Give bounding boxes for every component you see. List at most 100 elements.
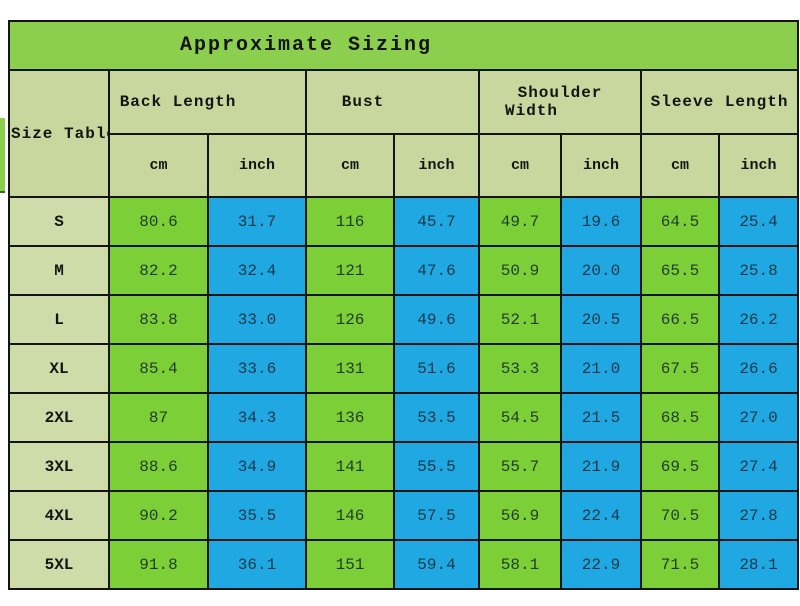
value-cell: 80.6 xyxy=(108,196,209,247)
value-cell: 83.8 xyxy=(108,294,209,345)
unit-header-inch: inch xyxy=(207,133,307,198)
value-cell: 33.6 xyxy=(207,343,307,394)
value-cell: 151 xyxy=(305,539,395,590)
table-row-4xl: 4XL 90.2 35.5 146 57.5 56.9 22.4 70.5 27… xyxy=(8,490,800,541)
value-cell: 26.2 xyxy=(717,294,800,345)
value-cell: 87 xyxy=(108,392,209,443)
value-cell: 82.2 xyxy=(108,245,209,296)
unit-header-inch: inch xyxy=(717,133,800,198)
value-cell: 49.7 xyxy=(478,196,562,247)
value-cell: 52.1 xyxy=(478,294,562,345)
col-group-bust: Bust xyxy=(305,69,480,135)
value-cell: 65.5 xyxy=(640,245,720,296)
value-cell: 20.0 xyxy=(560,245,642,296)
value-cell: 32.4 xyxy=(207,245,307,296)
size-cell: S xyxy=(8,196,110,247)
unit-header-cm: cm xyxy=(478,133,562,198)
unit-header-cm: cm xyxy=(108,133,209,198)
value-cell: 45.7 xyxy=(393,196,480,247)
sizing-table-container: Approximate Sizing Size Table Back Lengt… xyxy=(7,20,800,590)
value-cell: 71.5 xyxy=(640,539,720,590)
left-edge-green-strip xyxy=(0,118,5,193)
value-cell: 54.5 xyxy=(478,392,562,443)
unit-header-row: cm inch cm inch cm inch cm inch xyxy=(9,133,800,198)
sizing-table: Approximate Sizing Size Table Back Lengt… xyxy=(7,20,800,590)
value-cell: 57.5 xyxy=(393,490,480,541)
size-cell: XL xyxy=(8,343,110,394)
value-cell: 64.5 xyxy=(640,196,720,247)
value-cell: 131 xyxy=(305,343,395,394)
table-row-l: L 83.8 33.0 126 49.6 52.1 20.5 66.5 26.2 xyxy=(8,294,800,345)
value-cell: 25.4 xyxy=(717,196,800,247)
title-row: Approximate Sizing xyxy=(7,20,800,71)
value-cell: 126 xyxy=(305,294,395,345)
table-row-xl: XL 85.4 33.6 131 51.6 53.3 21.0 67.5 26.… xyxy=(8,343,800,394)
value-cell: 49.6 xyxy=(393,294,480,345)
value-cell: 146 xyxy=(305,490,395,541)
value-cell: 91.8 xyxy=(108,539,209,590)
value-cell: 53.3 xyxy=(478,343,562,394)
value-cell: 51.6 xyxy=(393,343,480,394)
value-cell: 67.5 xyxy=(640,343,720,394)
value-cell: 58.1 xyxy=(478,539,562,590)
value-cell: 136 xyxy=(305,392,395,443)
size-cell: 4XL xyxy=(8,490,110,541)
col-group-sleeve-length: Sleeve Length xyxy=(639,69,800,135)
value-cell: 56.9 xyxy=(478,490,562,541)
value-cell: 35.5 xyxy=(207,490,307,541)
value-cell: 53.5 xyxy=(393,392,480,443)
value-cell: 66.5 xyxy=(640,294,720,345)
unit-header-inch: inch xyxy=(560,133,642,198)
value-cell: 36.1 xyxy=(207,539,307,590)
value-cell: 21.9 xyxy=(560,441,642,492)
value-cell: 90.2 xyxy=(108,490,209,541)
value-cell: 21.0 xyxy=(560,343,642,394)
value-cell: 22.4 xyxy=(560,490,642,541)
column-group-header-row: Size Table Back Length Bust Shoulder Wid… xyxy=(8,69,800,198)
value-cell: 55.7 xyxy=(478,441,562,492)
value-cell: 85.4 xyxy=(108,343,209,394)
unit-header-cm: cm xyxy=(305,133,395,198)
value-cell: 34.9 xyxy=(207,441,307,492)
unit-header-cm: cm xyxy=(640,133,720,198)
value-cell: 141 xyxy=(305,441,395,492)
table-row-s: S 80.6 31.7 116 45.7 49.7 19.6 64.5 25.4 xyxy=(8,196,800,247)
value-cell: 25.8 xyxy=(717,245,800,296)
value-cell: 27.8 xyxy=(717,490,800,541)
page-title: Approximate Sizing xyxy=(7,20,800,71)
size-cell: 2XL xyxy=(8,392,110,443)
value-cell: 68.5 xyxy=(640,392,720,443)
table-row-m: M 82.2 32.4 121 47.6 50.9 20.0 65.5 25.8 xyxy=(8,245,800,296)
size-table-header: Size Table xyxy=(8,69,110,198)
value-cell: 88.6 xyxy=(108,441,209,492)
col-group-shoulder-width: Shoulder Width xyxy=(478,69,642,135)
table-row-2xl: 2XL 87 34.3 136 53.5 54.5 21.5 68.5 27.0 xyxy=(8,392,800,443)
value-cell: 19.6 xyxy=(560,196,642,247)
value-cell: 28.1 xyxy=(717,539,800,590)
value-cell: 26.6 xyxy=(717,343,800,394)
size-cell: M xyxy=(8,245,110,296)
value-cell: 22.9 xyxy=(560,539,642,590)
value-cell: 55.5 xyxy=(393,441,480,492)
col-group-back-length: Back Length xyxy=(108,69,307,135)
value-cell: 34.3 xyxy=(207,392,307,443)
value-cell: 31.7 xyxy=(207,196,307,247)
size-cell: 5XL xyxy=(8,539,110,590)
table-row-3xl: 3XL 88.6 34.9 141 55.5 55.7 21.9 69.5 27… xyxy=(8,441,800,492)
value-cell: 27.4 xyxy=(717,441,800,492)
unit-header-inch: inch xyxy=(393,133,480,198)
value-cell: 21.5 xyxy=(560,392,642,443)
size-cell: 3XL xyxy=(8,441,110,492)
shoulder-width-line2: Width xyxy=(505,102,559,120)
value-cell: 33.0 xyxy=(207,294,307,345)
value-cell: 47.6 xyxy=(393,245,480,296)
table-row-5xl: 5XL 91.8 36.1 151 59.4 58.1 22.9 71.5 28… xyxy=(8,539,800,590)
value-cell: 70.5 xyxy=(640,490,720,541)
value-cell: 121 xyxy=(305,245,395,296)
value-cell: 59.4 xyxy=(393,539,480,590)
value-cell: 50.9 xyxy=(478,245,562,296)
value-cell: 116 xyxy=(305,196,395,247)
size-cell: L xyxy=(8,294,110,345)
value-cell: 20.5 xyxy=(560,294,642,345)
